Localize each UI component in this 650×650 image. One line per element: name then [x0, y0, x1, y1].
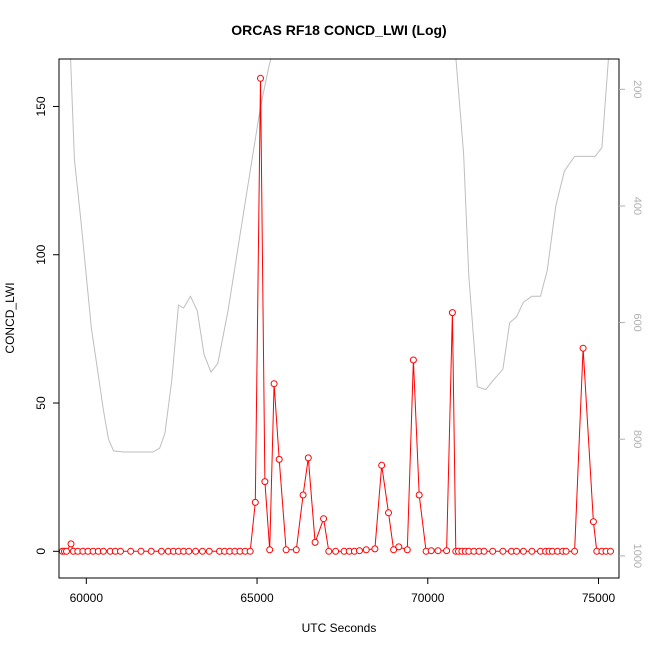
- data-point: [261, 478, 269, 486]
- data-point: [251, 498, 259, 506]
- data-point: [499, 547, 507, 555]
- y-axis-label: CONCD_LWI: [3, 282, 17, 353]
- data-point: [127, 547, 135, 555]
- data-point: [519, 547, 527, 555]
- data-point: [589, 518, 597, 526]
- data-point: [282, 546, 290, 554]
- data-point: [415, 491, 423, 499]
- data-point: [157, 547, 165, 555]
- x-tick-label: 70000: [411, 591, 445, 605]
- y-tick-label: 150: [34, 96, 48, 116]
- data-point: [192, 547, 200, 555]
- data-point: [205, 547, 213, 555]
- data-point: [427, 547, 435, 555]
- data-point: [137, 547, 145, 555]
- data-point: [257, 74, 264, 82]
- data-point: [362, 546, 370, 554]
- y2-tick-label: 600: [631, 313, 643, 331]
- data-point: [275, 455, 283, 463]
- data-point: [67, 540, 75, 548]
- data-point: [270, 380, 278, 388]
- x-tick-label: 60000: [70, 591, 104, 605]
- data-point: [117, 547, 124, 555]
- data-point: [246, 547, 254, 555]
- data-point: [443, 547, 451, 555]
- data-point: [395, 543, 403, 551]
- data-point: [320, 515, 328, 523]
- data-point: [304, 454, 312, 462]
- data-point: [311, 538, 319, 546]
- y2-tick-label: 400: [631, 197, 643, 215]
- data-point: [513, 547, 521, 555]
- secondary-series-layer: [70, 59, 609, 453]
- secondary-y-axis: 200 400 600 800 1000: [619, 80, 643, 568]
- data-point: [325, 547, 333, 555]
- data-point: [562, 547, 570, 555]
- data-point: [299, 491, 307, 499]
- data-point: [292, 546, 300, 554]
- data-point: [528, 547, 536, 555]
- chart-title: ORCAS RF18 CONCD_LWI (Log): [231, 22, 446, 38]
- data-point: [99, 547, 107, 555]
- data-point: [356, 547, 363, 555]
- data-point: [403, 546, 411, 554]
- data-point: [571, 547, 579, 555]
- x-tick-label: 65000: [240, 591, 274, 605]
- y-tick-label: 0: [34, 548, 48, 555]
- data-point: [409, 356, 417, 364]
- y-tick-label: 50: [34, 396, 48, 410]
- data-point: [448, 309, 456, 317]
- data-point: [579, 344, 587, 352]
- y-axis: 0 50 100 150: [34, 96, 59, 555]
- series-line: [62, 78, 611, 552]
- y2-tick-label: 800: [631, 430, 643, 448]
- data-point: [147, 547, 155, 555]
- y-tick-label: 100: [34, 244, 48, 264]
- data-point: [266, 546, 274, 554]
- x-tick-label: 75000: [582, 591, 616, 605]
- data-point: [390, 546, 398, 554]
- y2-tick-label: 1000: [631, 544, 643, 568]
- primary-series-layer: [58, 74, 614, 555]
- data-point: [185, 547, 193, 555]
- x-axis: 60000 65000 70000 75000: [70, 578, 616, 605]
- data-point: [332, 547, 340, 555]
- data-point: [63, 547, 70, 555]
- plot-frame: [58, 58, 620, 579]
- data-point: [434, 547, 442, 555]
- data-point: [480, 547, 488, 555]
- data-point: [198, 547, 206, 555]
- x-axis-label: UTC Seconds: [302, 621, 377, 635]
- data-point: [489, 547, 497, 555]
- data-point: [378, 461, 386, 469]
- data-point: [385, 509, 392, 517]
- y2-tick-label: 200: [631, 80, 643, 98]
- secondary-series-line: [70, 59, 609, 453]
- data-point: [607, 547, 614, 555]
- data-point: [371, 545, 379, 553]
